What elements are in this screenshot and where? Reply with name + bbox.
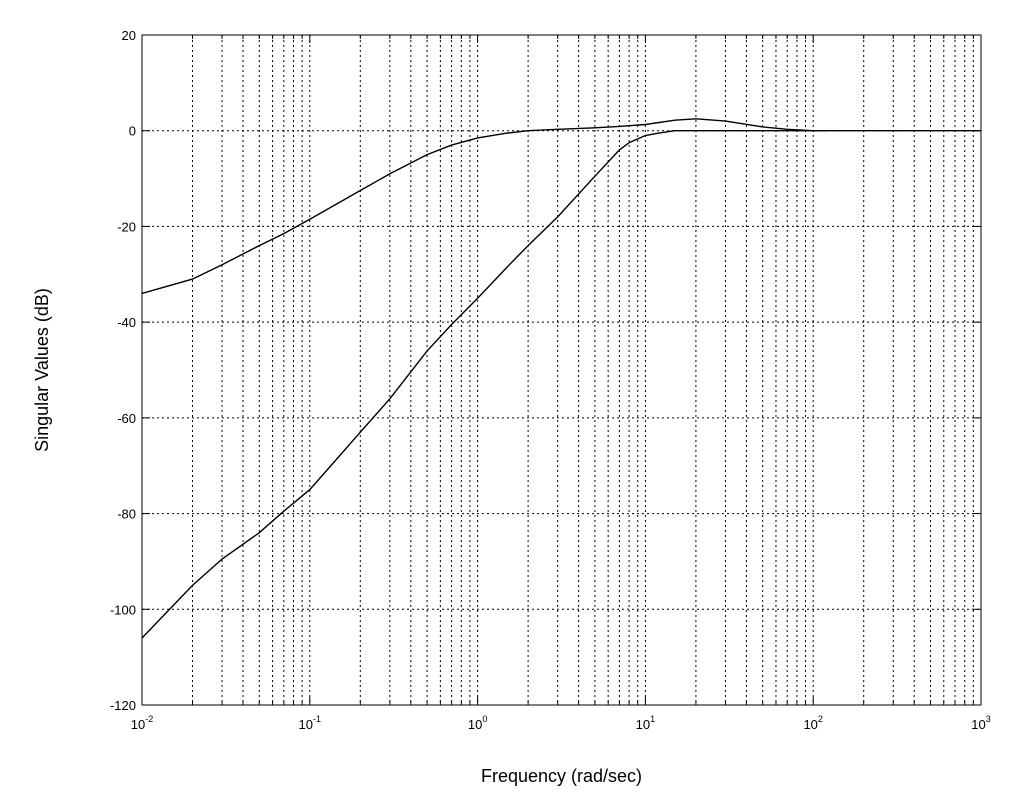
x-tick-base: 10 xyxy=(131,717,145,732)
y-tick-label: 20 xyxy=(122,28,136,43)
y-tick-label: -40 xyxy=(117,315,136,330)
x-tick-label: 102 xyxy=(803,714,822,732)
x-tick-exponent: 1 xyxy=(650,714,655,724)
x-tick-label: 10-2 xyxy=(131,714,153,732)
series-line-1 xyxy=(141,118,827,295)
x-tick-exponent: -1 xyxy=(313,714,321,724)
x-tick-exponent: 2 xyxy=(818,714,823,724)
x-tick-base: 10 xyxy=(803,717,817,732)
series-line-2 xyxy=(141,129,981,639)
x-tick-label: 100 xyxy=(468,714,487,732)
y-axis-label: Singular Values (dB) xyxy=(32,288,52,452)
x-tick-base: 10 xyxy=(299,717,313,732)
plot-frame xyxy=(141,34,982,706)
ticks xyxy=(141,34,981,706)
x-tick-exponent: 3 xyxy=(986,714,991,724)
x-tick-base: 10 xyxy=(971,717,985,732)
x-axis-label: Frequency (rad/sec) xyxy=(481,766,642,786)
x-tick-exponent: -2 xyxy=(145,714,153,724)
x-tick-label: 10-1 xyxy=(299,714,321,732)
x-tick-label: 103 xyxy=(971,714,990,732)
x-tick-base: 10 xyxy=(636,717,650,732)
x-tick-exponent: 0 xyxy=(482,714,487,724)
y-tick-label: -60 xyxy=(117,411,136,426)
y-tick-label: -20 xyxy=(117,219,136,234)
y-tick-label: 0 xyxy=(129,124,136,139)
grid xyxy=(142,35,981,705)
y-tick-label: -100 xyxy=(110,602,136,617)
series-layer xyxy=(141,118,981,639)
y-tick-label: -80 xyxy=(117,507,136,522)
x-tick-base: 10 xyxy=(468,717,482,732)
x-tick-label: 101 xyxy=(636,714,655,732)
y-tick-label: -120 xyxy=(110,698,136,713)
